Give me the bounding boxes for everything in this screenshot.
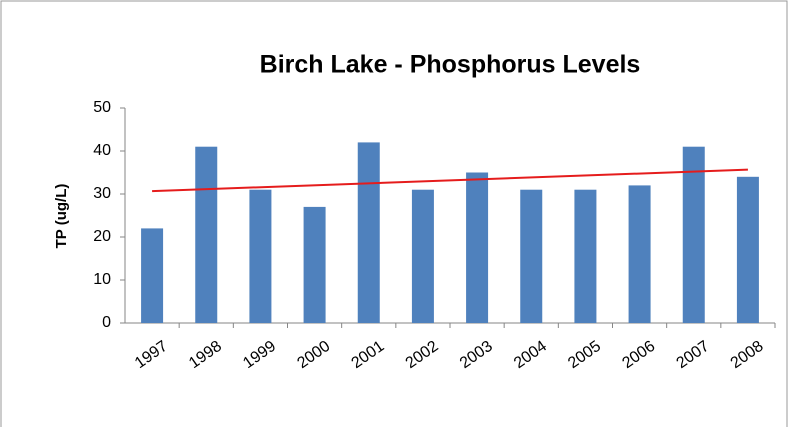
x-tick-label: 1999 — [240, 338, 279, 372]
bar — [141, 228, 164, 323]
bar — [411, 189, 434, 323]
y-tick-label: 20 — [93, 228, 111, 245]
x-tick-label: 1998 — [186, 338, 225, 372]
bar — [303, 206, 326, 323]
bar — [195, 146, 218, 323]
bar — [520, 189, 543, 323]
y-tick-label: 10 — [93, 271, 111, 288]
chart-title: Birch Lake - Phosphorus Levels — [260, 51, 641, 79]
bar — [736, 176, 759, 323]
y-tick-label: 50 — [93, 99, 111, 116]
x-tick-label: 2001 — [349, 338, 388, 372]
x-tick-label: 2007 — [674, 338, 713, 372]
y-tick-label: 0 — [102, 314, 111, 331]
x-tick-label: 2005 — [565, 338, 604, 372]
bar — [249, 189, 272, 323]
x-tick-label: 2003 — [457, 338, 496, 372]
bar — [357, 142, 380, 323]
y-tick-label: 40 — [93, 142, 111, 159]
x-tick-label: 2002 — [403, 338, 442, 372]
x-tick-label: 2004 — [511, 338, 550, 372]
trendline — [152, 168, 748, 193]
x-tick-label: 1997 — [132, 338, 171, 372]
y-axis-label: TP (ug/L) — [53, 184, 70, 249]
x-tick-label: 2000 — [294, 338, 333, 372]
bar — [466, 172, 489, 323]
y-tick-label: 30 — [93, 185, 111, 202]
bar — [628, 185, 651, 323]
x-tick-label: 2008 — [728, 338, 767, 372]
x-tick-label: 2006 — [619, 338, 658, 372]
bar — [682, 146, 705, 323]
bar — [574, 189, 597, 323]
